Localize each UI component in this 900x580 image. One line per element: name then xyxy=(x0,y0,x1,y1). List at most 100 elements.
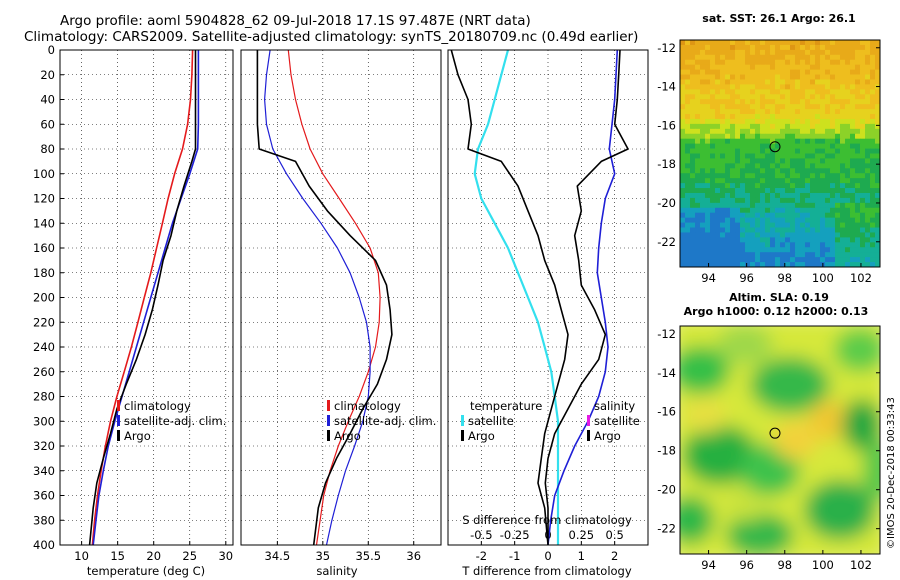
sst-cell xyxy=(720,128,726,135)
sst-cell xyxy=(775,138,781,145)
sst-cell xyxy=(865,123,871,130)
sst-cell xyxy=(815,232,821,238)
sst-cell xyxy=(775,94,781,100)
y-tick-label: 180 xyxy=(33,266,55,280)
sst-cell xyxy=(875,79,880,85)
sst-cell xyxy=(695,168,701,174)
sst-cell xyxy=(815,79,821,85)
sst-cell xyxy=(855,138,861,145)
sst-cell xyxy=(805,153,811,159)
sst-cell xyxy=(715,118,721,125)
sst-cell xyxy=(725,212,731,219)
sst-cell xyxy=(720,74,726,80)
sst-cell xyxy=(740,237,746,243)
sst-cell xyxy=(745,44,751,51)
sst-cell xyxy=(740,242,746,248)
sst-cell xyxy=(720,153,726,159)
sst-cell xyxy=(725,242,731,248)
sst-cell xyxy=(690,257,696,263)
sst-cell xyxy=(865,242,871,248)
sst-cell xyxy=(830,257,836,263)
sst-cell xyxy=(725,74,731,80)
sst-cell xyxy=(785,143,791,149)
sst-cell xyxy=(765,74,771,80)
sst-cell xyxy=(685,237,691,243)
sst-cell xyxy=(780,237,786,243)
sst-cell xyxy=(730,262,736,267)
sst-cell xyxy=(730,178,736,184)
sst-cell xyxy=(845,128,851,135)
sst-cell xyxy=(825,118,831,125)
sst-cell xyxy=(730,173,736,179)
sst-cell xyxy=(790,202,796,209)
sst-cell xyxy=(735,128,741,135)
sst-cell xyxy=(710,54,716,61)
sst-cell xyxy=(715,54,721,61)
sst-cell xyxy=(865,153,871,159)
sst-cell xyxy=(810,257,816,263)
sst-cell xyxy=(775,173,781,179)
sst-cell xyxy=(725,128,731,135)
sst-cell xyxy=(830,84,836,90)
sst-cell xyxy=(780,173,786,179)
sst-cell xyxy=(745,207,751,214)
sst-cell xyxy=(720,143,726,149)
sst-cell xyxy=(835,227,841,233)
sst-cell xyxy=(795,227,801,233)
sst-cell xyxy=(730,232,736,238)
sst-cell xyxy=(735,94,741,100)
sst-cell xyxy=(825,262,831,267)
sst-cell xyxy=(745,143,751,149)
sst-cell xyxy=(740,138,746,145)
sst-cell xyxy=(850,197,856,204)
sst-cell xyxy=(860,84,866,90)
sst-cell xyxy=(830,128,836,135)
sst-cell xyxy=(680,212,686,219)
sst-cell xyxy=(850,153,856,159)
sst-cell xyxy=(735,148,741,154)
sst-cell xyxy=(810,252,816,258)
sst-cell xyxy=(720,173,726,179)
sst-cell xyxy=(855,257,861,263)
sst-cell xyxy=(710,192,716,199)
sst-cell xyxy=(800,207,806,214)
sst-cell xyxy=(780,153,786,159)
sst-cell xyxy=(755,114,761,120)
sst-cell xyxy=(875,188,880,194)
sst-cell xyxy=(835,118,841,125)
sst-cell xyxy=(720,123,726,130)
y-tick-label: 60 xyxy=(40,117,55,131)
sst-cell xyxy=(840,114,846,120)
sst-cell xyxy=(835,257,841,263)
sst-cell xyxy=(755,227,761,233)
sst-cell xyxy=(840,143,846,149)
sst-cell xyxy=(715,64,721,70)
sst-cell xyxy=(760,207,766,214)
sst-cell xyxy=(725,40,731,46)
sst-cell xyxy=(700,232,706,238)
sst-cell xyxy=(710,138,716,145)
sst-cell xyxy=(770,94,776,100)
sst-cell xyxy=(845,202,851,209)
sst-cell xyxy=(755,242,761,248)
sst-cell xyxy=(740,49,746,56)
sst-cell xyxy=(730,183,736,189)
sst-cell xyxy=(735,64,741,70)
sst-cell xyxy=(785,192,791,199)
sst-cell xyxy=(700,128,706,135)
sst-cell xyxy=(760,183,766,189)
sst-cell xyxy=(875,64,880,70)
sst-cell xyxy=(775,183,781,189)
sst-cell xyxy=(715,158,721,164)
series-salinity-satellite xyxy=(547,50,619,545)
sst-cell xyxy=(690,59,696,66)
sst-cell xyxy=(695,128,701,135)
sst-cell xyxy=(830,54,836,61)
sst-cell xyxy=(765,143,771,149)
sst-cell xyxy=(775,89,781,95)
sst-cell xyxy=(745,232,751,238)
sst-cell xyxy=(815,148,821,154)
sst-cell xyxy=(875,74,880,80)
sst-cell xyxy=(820,54,826,61)
